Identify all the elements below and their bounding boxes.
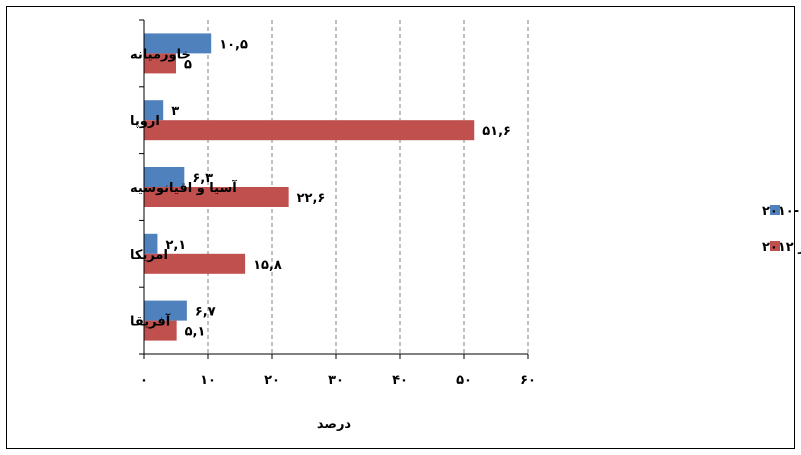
data-label: ۵ xyxy=(184,57,192,72)
chart-frame xyxy=(6,6,795,449)
bar-growth xyxy=(144,300,187,321)
bar-share xyxy=(144,53,176,74)
data-label: ۵۱,۶ xyxy=(482,124,511,139)
category-label: آسیا و اقیانوسیه xyxy=(130,179,237,196)
bar-share xyxy=(144,120,475,141)
bar-growth xyxy=(144,33,212,54)
x-tick-label: ۱۰ xyxy=(200,373,216,388)
x-tick-label: ۲۰ xyxy=(264,373,280,388)
data-label: ۱۰,۵ xyxy=(219,37,248,52)
category-label: امریکا xyxy=(130,248,168,263)
labels: ۰ ۱۰ ۲۰ ۳۰ ۴۰ ۵۰ ۶۰ خاورمیانه ۱۰,۵ ۵ اروپا ۳ ۵۱,۶ آسی… xyxy=(130,37,536,388)
category-label: آفریقا xyxy=(130,313,171,330)
data-label: ۲۲,۶ xyxy=(297,191,326,206)
bar-share xyxy=(144,253,246,274)
bar-growth xyxy=(144,100,164,121)
category-label: خاورمیانه xyxy=(130,47,191,62)
data-label: ۱۵,۸ xyxy=(253,258,282,273)
legend-label: سهم جهانی در ۲۰۱۲ xyxy=(762,240,801,255)
x-tick-label: ۵۰ xyxy=(456,373,472,388)
x-tick-label: ۴۰ xyxy=(392,373,408,388)
x-tick-label: ۰ xyxy=(140,373,148,388)
bars xyxy=(144,33,475,341)
data-label: ۶,۳ xyxy=(192,171,213,186)
legend-swatch xyxy=(770,205,780,215)
axes xyxy=(139,19,529,359)
x-axis-label: درصد xyxy=(317,417,352,432)
data-label: ۶,۷ xyxy=(195,305,216,320)
bar-share xyxy=(144,187,289,207)
data-label: ۲,۱ xyxy=(165,238,186,253)
x-tick-label: ۳۰ xyxy=(328,373,344,388)
bar-growth xyxy=(144,167,185,187)
category-label: اروپا xyxy=(130,114,160,129)
x-tick-label: ۶۰ xyxy=(520,373,536,388)
bar-growth xyxy=(144,233,158,254)
legend-swatch xyxy=(770,241,780,251)
legend-label: نرخ رشد در سالهای ۱۹۹۵-۲۰۱۰ xyxy=(762,204,801,219)
data-label: ۵,۱ xyxy=(185,325,206,340)
bar-share xyxy=(144,320,177,341)
legend: نرخ رشد در سالهای ۱۹۹۵-۲۰۱۰ سهم جهانی در … xyxy=(762,204,801,255)
data-label: ۳ xyxy=(171,104,179,119)
